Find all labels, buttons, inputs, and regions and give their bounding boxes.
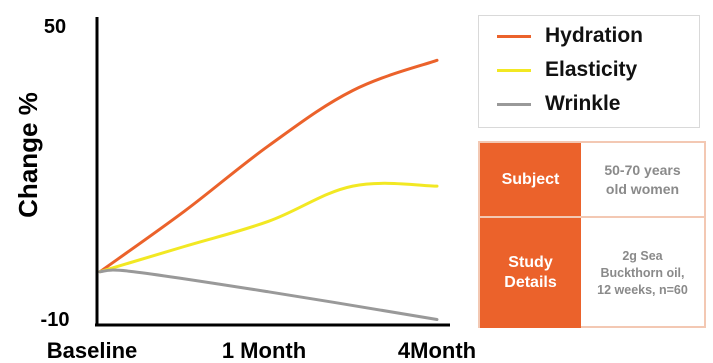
legend: Hydration Elasticity Wrinkle xyxy=(478,15,700,128)
legend-label-hydration: Hydration xyxy=(545,24,644,47)
x-tick-label-4-month: 4Month xyxy=(398,338,476,363)
legend-label-wrinkle: Wrinkle xyxy=(545,92,621,115)
series-line-elasticity xyxy=(98,181,439,274)
study-info-table: Subject 50-70 years old women Study Deta… xyxy=(478,141,706,328)
legend-label-elasticity: Elasticity xyxy=(545,58,638,81)
info-row-subject: Subject 50-70 years old women xyxy=(480,143,704,218)
info-value-subject: 50-70 years old women xyxy=(604,161,681,197)
legend-swatch-elasticity xyxy=(497,69,531,72)
series-line-hydration xyxy=(98,58,439,274)
legend-swatch-hydration xyxy=(497,35,531,38)
x-tick-label-1-month: 1 Month xyxy=(222,338,306,363)
y-axis-title: Change % xyxy=(13,92,43,218)
series-line-wrinkle xyxy=(98,268,439,321)
legend-item-hydration: Hydration xyxy=(479,22,699,52)
info-row-study-details: Study Details 2g Sea Buckthorn oil, 12 w… xyxy=(480,218,704,328)
legend-item-wrinkle: Wrinkle xyxy=(479,90,699,120)
x-tick-label-baseline: Baseline xyxy=(47,338,138,363)
chart-axes xyxy=(95,17,450,327)
legend-item-elasticity: Elasticity xyxy=(479,56,699,86)
info-value-study-details: 2g Sea Buckthorn oil, 12 weeks, n=60 xyxy=(597,248,688,297)
info-key-subject: Subject xyxy=(480,143,581,216)
legend-swatch-wrinkle xyxy=(497,103,531,106)
y-tick-label-top: 50 xyxy=(44,16,66,38)
y-tick-label-bottom: -10 xyxy=(41,309,70,331)
info-key-study-details: Study Details xyxy=(480,218,581,328)
series-layer xyxy=(98,58,439,321)
